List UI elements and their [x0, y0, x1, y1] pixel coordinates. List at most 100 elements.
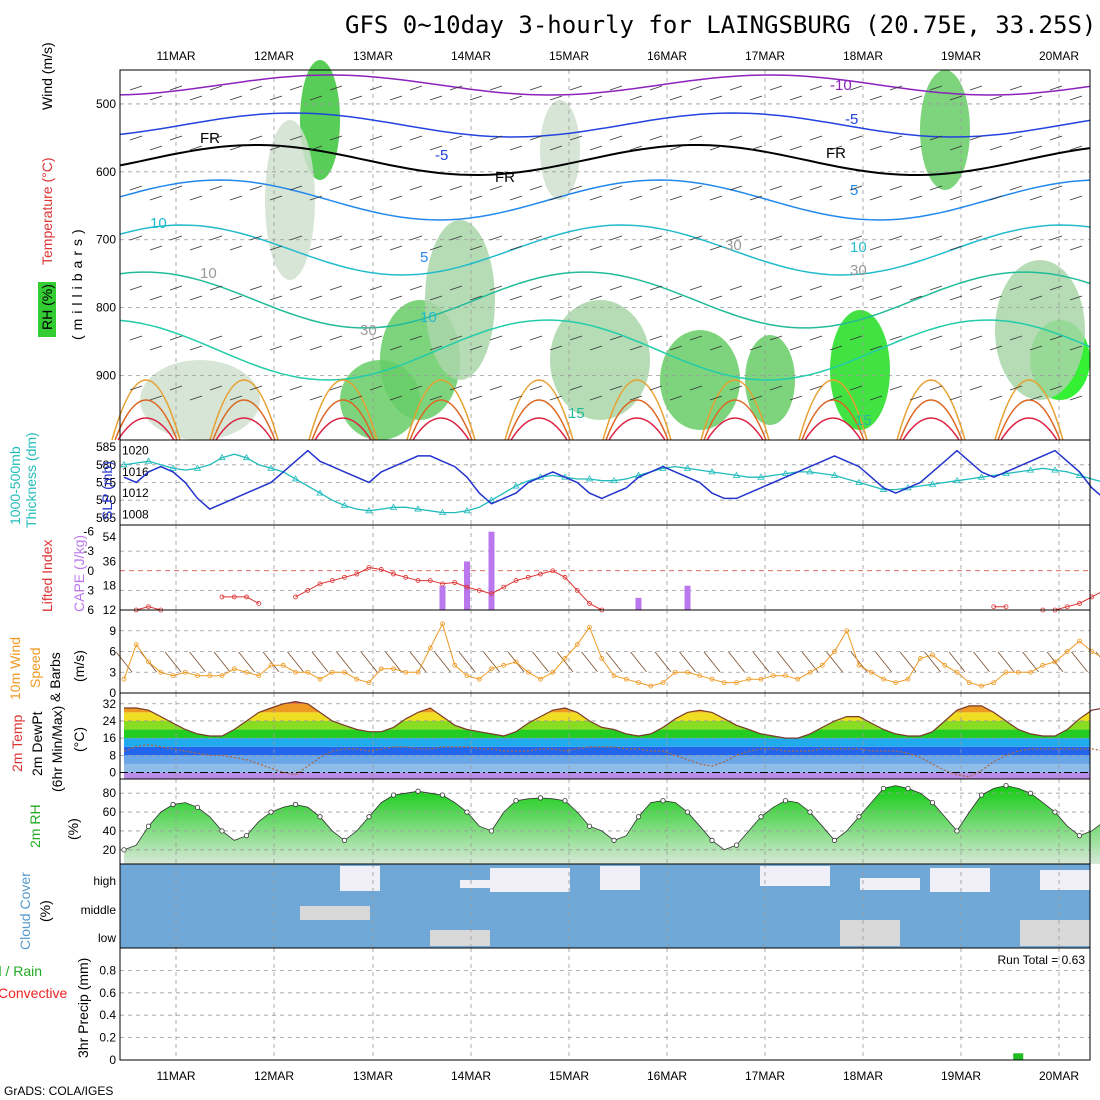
thickness-marker [610, 476, 618, 484]
wind-barb [1049, 235, 1063, 241]
wind-barb [709, 145, 723, 151]
wind-marker [293, 669, 298, 675]
wind-barb [729, 235, 743, 241]
wind-barb [989, 345, 1003, 351]
cape-tick: 12 [103, 603, 117, 617]
bottom-date-label: 20MAR [1039, 1069, 1079, 1083]
wind-barb [449, 85, 463, 91]
wind-marker [538, 676, 543, 682]
wind-barb [229, 95, 243, 101]
wind-barb [629, 95, 643, 101]
wind-barb [989, 395, 1003, 401]
li-marker [1003, 604, 1009, 610]
wind-marker [415, 669, 421, 675]
wind-barb [469, 95, 483, 101]
rh-marker [390, 792, 397, 798]
wind-barb [529, 185, 543, 191]
wind-marker [489, 666, 494, 672]
thickness-marker [144, 457, 153, 464]
wind-barb [369, 85, 383, 91]
warm-contour [798, 379, 868, 441]
cloud-block [490, 868, 570, 892]
wind-barb [349, 245, 363, 251]
cloud-block [930, 868, 990, 892]
rh-contour-fill [660, 330, 740, 430]
li-marker [354, 571, 360, 577]
wind-marker [476, 676, 482, 682]
wind-barb [1009, 185, 1023, 191]
wind-barb [679, 651, 696, 673]
wind-barb [709, 245, 723, 251]
li-marker [513, 578, 519, 583]
wind-marker [636, 680, 641, 686]
wind-barb [1049, 135, 1063, 141]
wind-barb [749, 195, 763, 201]
warm-contour [412, 417, 470, 441]
thickness-tick: 575 [96, 476, 116, 490]
wind-barb [929, 85, 943, 91]
wind-barb [529, 235, 543, 241]
temperature-panel: 32 24 16 8 0 [103, 692, 1100, 780]
rh-area [124, 785, 1100, 864]
rh-contour-fill [540, 100, 580, 200]
thickness-marker [977, 473, 986, 480]
temp-tick: 24 [103, 714, 117, 728]
li-tick: 0 [87, 564, 94, 578]
warm-contour [215, 417, 273, 441]
wind-barb [489, 335, 503, 341]
li-marker [329, 578, 335, 583]
wind-barb [329, 285, 343, 291]
wind-marker [427, 645, 433, 651]
thickness-marker [267, 464, 275, 471]
warm-contour [209, 379, 279, 441]
wind-marker [611, 673, 617, 679]
rh2m-ylabel1: 2m RH [27, 804, 43, 848]
wind-barb [875, 651, 892, 673]
rh-marker [684, 809, 691, 815]
cape-tick: 54 [103, 530, 117, 544]
wind-marker [501, 662, 507, 668]
top-date-label: 15MAR [549, 49, 589, 63]
rh-marker [929, 800, 936, 806]
li-marker [1064, 604, 1070, 610]
wind-barb [609, 335, 623, 341]
wind-barb [829, 145, 843, 151]
rh-contour-fill [830, 310, 890, 430]
wind-barb [789, 195, 803, 201]
wind-barb [429, 145, 443, 151]
wind-barb [311, 651, 329, 673]
li-marker [525, 574, 531, 580]
precip-total-bar [1013, 1053, 1024, 1060]
wind-barb [189, 651, 206, 673]
top-date-label: 11MAR [156, 49, 195, 63]
thickness-tick: 565 [96, 511, 116, 525]
wind-barb [509, 195, 523, 201]
bottom-date-label: 14MAR [451, 1069, 491, 1083]
rh-contour-fill [340, 360, 420, 440]
rh-marker [268, 809, 274, 815]
wind-barb [369, 385, 383, 391]
contour-label: -5 [435, 147, 448, 164]
wind-barb [489, 285, 503, 291]
wind-barb [909, 395, 923, 401]
li-tick: 3 [87, 583, 94, 597]
wind-barb [129, 285, 143, 291]
rh-marker [758, 814, 764, 820]
wind-barb [309, 395, 323, 401]
rh-line [123, 785, 1100, 851]
rh-marker [733, 842, 740, 848]
warm-contour [212, 399, 276, 441]
precip-tick: 0 [109, 1053, 116, 1067]
wind-barb [769, 235, 783, 241]
wind-barb [929, 285, 943, 291]
wind-barb [929, 235, 943, 241]
thickness-marker [463, 507, 471, 514]
thickness-marker [683, 464, 692, 471]
wind-barb [549, 395, 563, 401]
wind-barb [889, 335, 903, 341]
pressure-tick: 800 [96, 301, 116, 315]
wind-barb [609, 385, 623, 391]
thickness-tick: 585 [96, 440, 116, 454]
wind-barb [669, 395, 683, 401]
pressure-tick: 500 [96, 97, 116, 111]
